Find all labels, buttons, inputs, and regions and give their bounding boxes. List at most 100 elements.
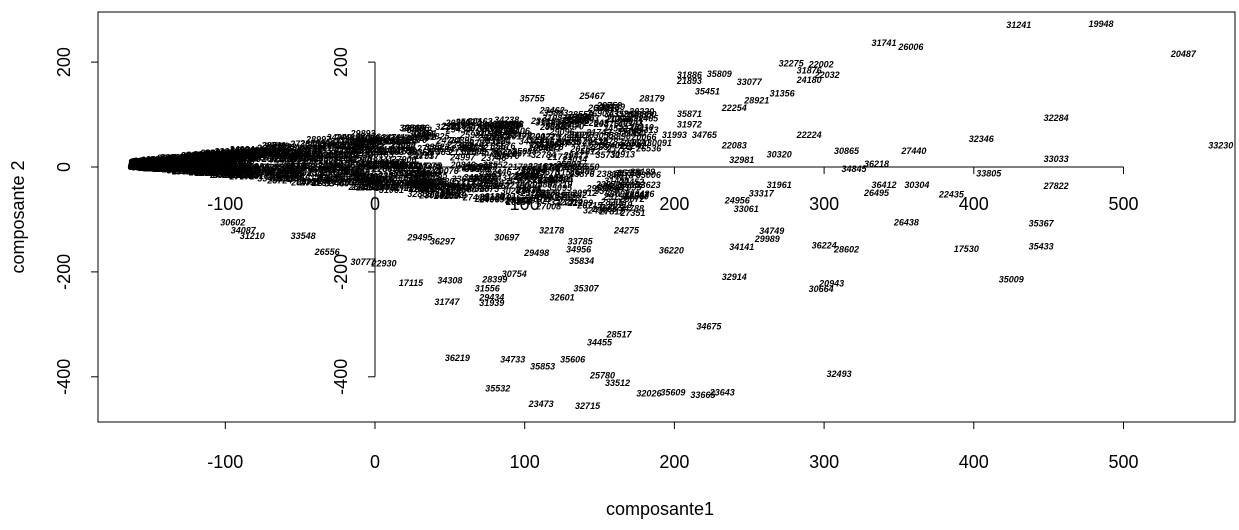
- x-tick-label: -100: [207, 452, 243, 472]
- dense-point: 20664: [496, 119, 522, 129]
- dense-point: 30630: [557, 137, 582, 147]
- dense-point: 28079: [352, 172, 378, 182]
- dense-point: 33157: [560, 116, 586, 126]
- dense-point: 35349: [142, 163, 167, 173]
- point-label: 36224: [812, 240, 837, 250]
- dense-point: 32945: [391, 178, 417, 188]
- dense-point: 34514: [399, 123, 424, 133]
- dense-point: 23576: [132, 156, 159, 166]
- dense-point: 26060: [471, 174, 497, 184]
- dense-point: 25519: [260, 146, 286, 156]
- dense-point: 33782: [271, 142, 296, 152]
- dense-point: 33651: [412, 129, 437, 139]
- dense-point: 20281: [463, 138, 489, 148]
- dense-point: 33915: [192, 151, 218, 161]
- dense-point: 23778: [223, 164, 249, 174]
- dense-point: 35805: [434, 177, 460, 187]
- dense-point: 26898: [131, 161, 157, 171]
- dense-point: 21246: [482, 142, 509, 152]
- dense-point: 26489: [569, 167, 595, 177]
- dense-point: 21426: [218, 149, 245, 159]
- dense-point: 26956: [295, 176, 322, 186]
- dense-point: 23616: [530, 116, 557, 126]
- dense-point: 21200: [290, 157, 316, 167]
- dense-point: 34204: [131, 161, 156, 171]
- dense-point: 29642: [190, 164, 216, 174]
- dense-point: 21061: [298, 149, 324, 159]
- dense-point: 20759: [569, 144, 595, 154]
- dense-point: 32670: [559, 121, 584, 131]
- dense-point: 33126: [128, 158, 154, 168]
- dense-point: 25981: [494, 120, 520, 130]
- dense-point: 29000: [390, 140, 416, 150]
- point-label: 31886: [677, 70, 703, 80]
- dense-point: 29658: [472, 161, 498, 171]
- dense-point: 27227: [128, 158, 155, 168]
- dense-point: 21555: [497, 120, 524, 130]
- point-label: 33616: [595, 103, 621, 113]
- dense-point: 22657: [587, 142, 614, 152]
- dense-point: 22360: [446, 140, 472, 150]
- dense-point: 31375: [149, 158, 175, 168]
- point-label: 25780: [589, 370, 615, 380]
- dense-point: 20726: [605, 114, 632, 124]
- dense-point: 24566: [438, 182, 465, 192]
- dense-point: 34562: [359, 141, 384, 151]
- dense-point: 25755: [422, 170, 449, 180]
- point-label: 31208: [565, 116, 590, 126]
- dense-point: 25810: [187, 161, 213, 171]
- dense-point: 33092: [605, 189, 630, 199]
- dense-point: 20469: [467, 174, 493, 184]
- dense-point: 29764: [127, 159, 153, 169]
- point-label: 30228: [629, 111, 654, 121]
- dense-point: 20560: [623, 192, 649, 202]
- dense-point: 29850: [620, 128, 646, 138]
- dense-point: 21648: [358, 145, 384, 155]
- dense-point: 33490: [377, 137, 402, 147]
- dense-point: 21700: [189, 160, 215, 170]
- dense-point: 31553: [439, 190, 464, 200]
- dense-point: 29911: [352, 139, 377, 149]
- dense-point: 20153: [232, 154, 258, 164]
- dense-point: 32019: [131, 162, 156, 172]
- dense-point: 23904: [317, 160, 343, 170]
- dense-point: 21954: [144, 161, 170, 171]
- dense-point: 30083: [499, 120, 524, 130]
- point-label: 36220: [659, 246, 684, 256]
- dense-point: 33825: [424, 182, 450, 192]
- dense-point: 31921: [142, 163, 167, 173]
- dense-point: 27331: [252, 149, 278, 159]
- dense-point: 28702: [148, 161, 174, 171]
- dense-point: 35676: [490, 141, 516, 151]
- dense-point: 20097: [180, 151, 207, 161]
- dense-point: 29027: [566, 130, 593, 140]
- dense-point: 20304: [287, 154, 313, 164]
- dense-point: 28550: [567, 109, 593, 119]
- dense-point: 35688: [512, 147, 537, 157]
- dense-point: 25974: [227, 149, 253, 159]
- dense-point: 23072: [133, 157, 159, 167]
- dense-point: 34599: [128, 157, 153, 167]
- dense-point: 20970: [494, 151, 520, 161]
- dense-point: 35809: [134, 160, 159, 170]
- dense-point: 28762: [174, 163, 200, 173]
- dense-point: 28917: [184, 154, 211, 164]
- dense-point: 21929: [133, 160, 159, 170]
- dense-point: 29426: [328, 146, 355, 156]
- dense-point: 31860: [130, 160, 155, 170]
- point-label: 31972: [677, 120, 702, 130]
- dense-point: 24895: [448, 135, 475, 145]
- dense-point: 25719: [128, 160, 154, 170]
- dense-point: 32841: [211, 152, 236, 162]
- dense-point: 33911: [140, 159, 164, 169]
- dense-point: 32293: [435, 122, 460, 132]
- dense-point: 27156: [137, 162, 164, 172]
- dense-point: 27669: [152, 161, 178, 171]
- dense-point: 33808: [340, 135, 365, 145]
- dense-point: 25535: [160, 163, 187, 173]
- dense-point: 31873: [474, 184, 499, 194]
- dense-point: 21786: [130, 159, 157, 169]
- dense-point: 20771: [464, 123, 490, 133]
- dense-point: 29096: [548, 127, 575, 137]
- dense-point: 22437: [365, 146, 392, 156]
